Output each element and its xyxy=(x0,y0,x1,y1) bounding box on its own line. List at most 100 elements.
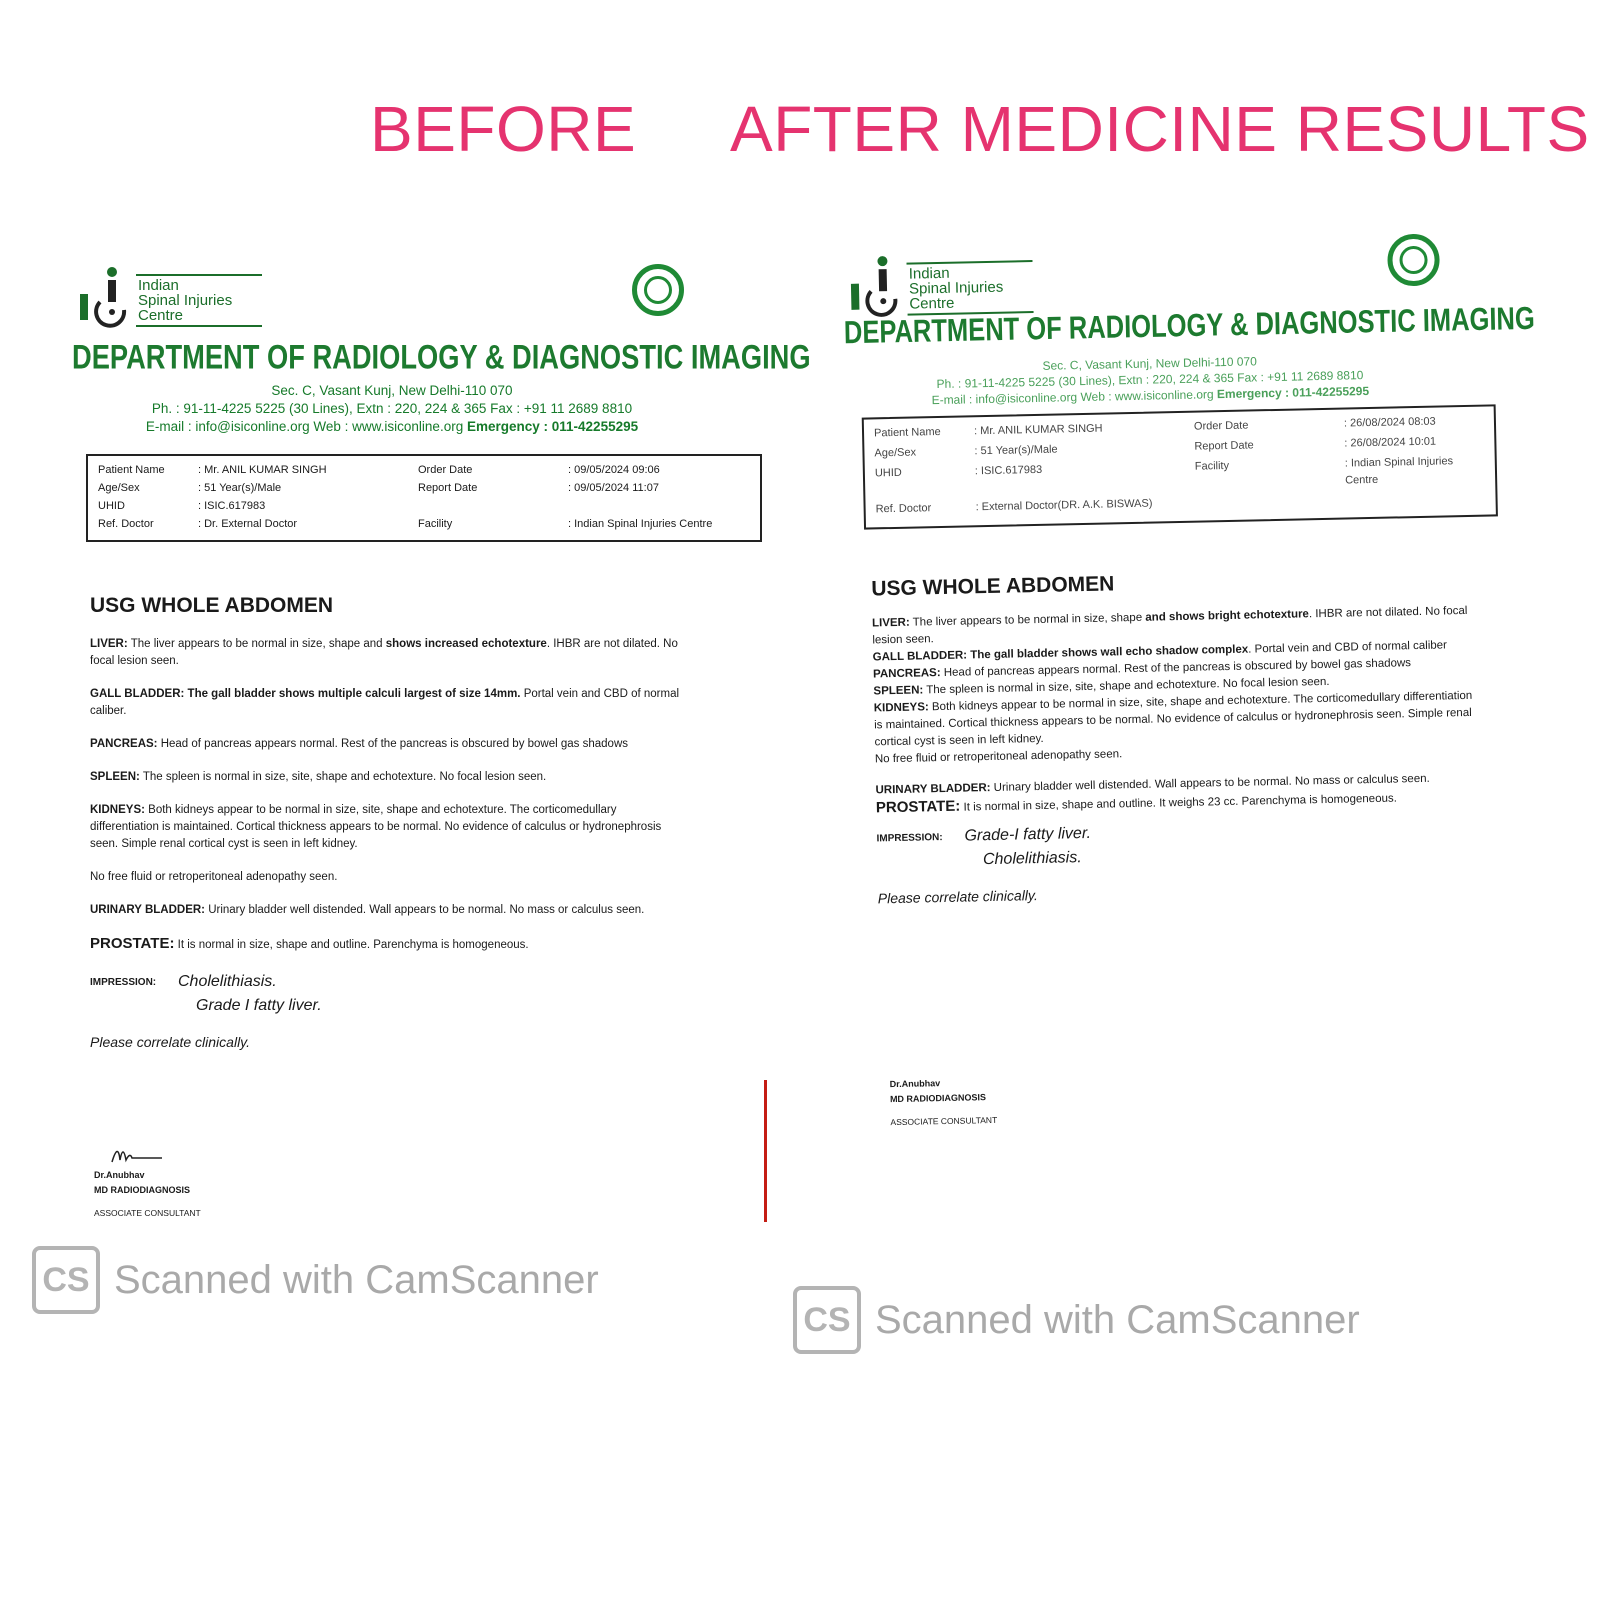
correlate-note: Please correlate clinically. xyxy=(877,887,1038,907)
finding-liver: LIVER: The liver appears to be normal in… xyxy=(90,636,680,670)
finding-kidneys: KIDNEYS: Both kidneys appear to be norma… xyxy=(90,802,680,853)
logo-text-line: Spinal Injuries xyxy=(138,292,233,309)
department-title: DEPARTMENT OF RADIOLOGY & DIAGNOSTIC IMA… xyxy=(72,337,811,377)
patient-field: Facility xyxy=(418,518,453,530)
signature-icon xyxy=(889,1045,996,1077)
patient-field: : 09/05/2024 11:07 xyxy=(568,482,659,494)
patient-info-box: Patient Name: Mr. ANIL KUMAR SINGH Order … xyxy=(86,454,762,542)
email-web: E-mail : info@isiconline.org Web : www.i… xyxy=(72,418,712,436)
signature-block: Dr.Anubhav MD RADIODIAGNOSIS ASSOCIATE CON… xyxy=(94,1138,201,1221)
impression: IMPRESSION: Grade-I fatty liver. Cholelith… xyxy=(876,814,1477,875)
finding-label: SPLEEN: xyxy=(90,771,140,783)
logo: Indian Spinal Injuries Centre xyxy=(848,250,1034,318)
report-body: LIVER: The liver appears to be normal in… xyxy=(872,603,1478,908)
patient-field: : ISIC.617983 xyxy=(974,463,1043,477)
finding-label: GALL BLADDER: xyxy=(872,649,968,664)
patient-info-box: Patient Name: Mr. ANIL KUMAR SINGH Order … xyxy=(861,404,1498,530)
page-edge xyxy=(764,1080,767,1222)
patient-field: : Indian Spinal Injuries Centre xyxy=(568,518,713,530)
doctor-role: ASSOCIATE CONSULTANT xyxy=(890,1114,998,1128)
signature-block: Dr.Anubhav MD RADIODIAGNOSIS ASSOCIATE CON… xyxy=(889,1045,998,1130)
finding-text: and shows bright echotexture xyxy=(1145,608,1310,624)
address-block: Sec. C, Vasant Kunj, New Delhi-110 070 Ph… xyxy=(72,382,712,436)
patient-field: UHID xyxy=(98,500,125,512)
wheelchair-logo-icon xyxy=(78,264,136,328)
patient-field: Report Date xyxy=(418,482,478,494)
phone: Ph. : 91-11-4225 5225 (30 Lines), Extn :… xyxy=(151,401,633,416)
finding-label: PANCREAS: xyxy=(872,667,941,681)
camscanner-watermark: CS Scanned with CamScanner xyxy=(793,1286,1360,1354)
finding-text: It is normal in size, shape and outline.… xyxy=(174,939,529,951)
impression: IMPRESSION: Cholelithiasis. Grade I fatty … xyxy=(90,970,680,1018)
finding-urinary-bladder: URINARY BLADDER: Urinary bladder well di… xyxy=(90,902,680,919)
patient-field: Patient Name xyxy=(873,425,941,440)
impression-item: Grade I fatty liver. xyxy=(196,997,322,1014)
doctor-degree: MD RADIODIAGNOSIS xyxy=(889,1092,987,1105)
finding-text: No free fluid or retroperitoneal adenopa… xyxy=(874,748,1123,766)
patient-field: : 09/05/2024 09:06 xyxy=(568,464,660,476)
impression-item: Cholelithiasis. xyxy=(982,849,1082,869)
patient-field: Order Date xyxy=(418,464,473,476)
logo-text-line: Indian xyxy=(138,277,179,294)
wheelchair-logo-icon xyxy=(848,253,907,318)
finding-gall-bladder: GALL BLADDER: The gall bladder shows mul… xyxy=(90,686,680,720)
email-web-text: E-mail : info@isiconline.org Web : www.i… xyxy=(145,419,464,434)
finding-label: PROSTATE: xyxy=(90,935,175,952)
impression-items: Cholelithiasis. Grade I fatty liver. xyxy=(178,970,322,1018)
watermark-text: Scanned with CamScanner xyxy=(875,1297,1360,1342)
finding-text: Urinary bladder well distended. Wall app… xyxy=(205,904,645,916)
patient-field xyxy=(418,498,568,516)
patient-field: Ref. Doctor xyxy=(875,502,932,516)
finding-label: PANCREAS: xyxy=(90,738,158,750)
finding-pancreas: PANCREAS: Head of pancreas appears norma… xyxy=(90,736,680,753)
patient-field: : Dr. External Doctor xyxy=(198,518,298,530)
logo-text: Indian Spinal Injuries Centre xyxy=(906,260,1034,316)
report-title: USG WHOLE ABDOMEN xyxy=(871,572,1115,601)
finding-label: SPLEEN: xyxy=(873,684,924,698)
doctor-degree: MD RADIODIAGNOSIS xyxy=(94,1185,191,1195)
doctor-name: Dr.Anubhav xyxy=(94,1170,145,1180)
report-body: LIVER: The liver appears to be normal in… xyxy=(90,636,680,1051)
impression-label: IMPRESSION: xyxy=(876,832,943,845)
emergency: Emergency : 011-42255295 xyxy=(466,419,639,434)
camscanner-icon: CS xyxy=(32,1246,100,1314)
patient-field xyxy=(568,498,750,516)
patient-field: Age/Sex xyxy=(98,482,140,494)
finding-text: . IHBR are not dilated. No focal lesion … xyxy=(90,638,678,667)
logo-text: Indian Spinal Injuries Centre xyxy=(136,274,263,327)
patient-field: : Mr. ANIL KUMAR SINGH xyxy=(198,464,327,476)
impression-item: Cholelithiasis. xyxy=(178,973,277,990)
finding-label: KIDNEYS: xyxy=(90,804,145,816)
impression-label: IMPRESSION: xyxy=(90,977,157,988)
finding-note: No free fluid or retroperitoneal adenopa… xyxy=(90,869,680,886)
finding-text: No free fluid or retroperitoneal adenopa… xyxy=(90,871,338,883)
patient-field xyxy=(1195,492,1345,515)
patient-field: UHID xyxy=(874,466,902,479)
finding-label: KIDNEYS: xyxy=(873,701,929,715)
doctor-role: ASSOCIATE CONSULTANT xyxy=(94,1208,201,1218)
finding-text: The liver appears to be normal in size, … xyxy=(127,638,386,650)
impression-item: Grade-I fatty liver. xyxy=(964,824,1092,845)
finding-text: Both kidneys appear to be normal in size… xyxy=(90,804,662,850)
report-before: Indian Spinal Injuries Centre DEPARTMENT OF… xyxy=(72,250,811,1230)
correlate-note: Please correlate clinically. xyxy=(90,1034,251,1050)
emergency: Emergency : 011-42255295 xyxy=(1216,383,1370,402)
emblem-icon xyxy=(632,264,684,316)
impression-items: Grade-I fatty liver. Cholelithiasis. xyxy=(964,822,1092,873)
patient-field: : ISIC.617983 xyxy=(198,500,266,512)
patient-field: : Indian Spinal Injuries Centre xyxy=(1344,454,1454,487)
finding-text: The spleen is normal in size, site, shap… xyxy=(139,771,547,783)
finding-text: shows increased echotexture xyxy=(385,638,547,650)
finding-label: PROSTATE: xyxy=(875,797,961,817)
logo-text-line: Centre xyxy=(138,307,184,324)
finding-label: URINARY BLADDER: xyxy=(90,904,205,916)
finding-text: Head of pancreas appears normal. Rest of… xyxy=(157,738,629,750)
finding-text: The gall bladder shows multiple calculi … xyxy=(184,688,521,700)
patient-field xyxy=(1345,489,1485,512)
patient-field: Age/Sex xyxy=(874,446,917,460)
patient-field: : 51 Year(s)/Male xyxy=(198,482,282,494)
patient-field: Ref. Doctor xyxy=(98,518,154,530)
patient-field: Facility xyxy=(1194,459,1230,473)
before-heading: BEFORE xyxy=(370,93,637,165)
address-block: Sec. C, Vasant Kunj, New Delhi-110 070 Ph… xyxy=(845,349,1456,410)
